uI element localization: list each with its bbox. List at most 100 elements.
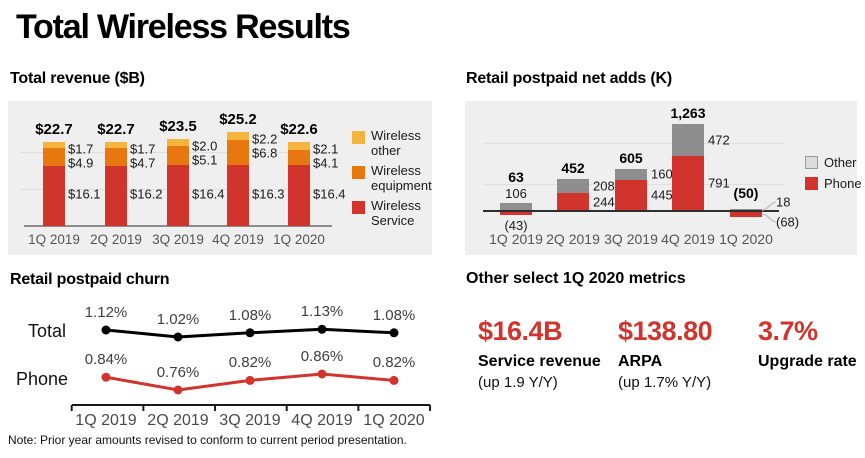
data-point <box>389 375 399 385</box>
data-point <box>101 372 111 382</box>
bar-total-label: 605 <box>619 149 643 166</box>
value-label-equipment: $6.8 <box>252 145 278 161</box>
bar-segment-other <box>730 208 762 210</box>
bar-segment-wireless-other <box>227 132 249 141</box>
bar-total-label: (50) <box>733 185 759 201</box>
metric-label: ARPA <box>618 353 663 370</box>
value-label: 1.13% <box>300 303 344 321</box>
data-point <box>245 328 255 338</box>
value-label-phone: 244 <box>593 194 615 210</box>
page-title: Total Wireless Results <box>16 8 351 46</box>
metric-subtext: (up 1.7% Y/Y) <box>618 374 712 391</box>
churn-plot <box>70 324 432 411</box>
chart-title-total-revenue: Total revenue ($B) <box>10 70 145 87</box>
value-label-other: $2.0 <box>192 138 218 154</box>
value-label: 0.76% <box>156 364 200 381</box>
quarter-label: 4Q 2019 <box>661 231 715 247</box>
quarter-label: 1Q 2019 <box>489 231 543 247</box>
bar-total-label: $22.7 <box>97 121 135 139</box>
metric-value: 3.7% <box>758 316 818 346</box>
bar-segment-wireless-equipment <box>288 149 310 166</box>
bar-segment-other <box>557 179 589 194</box>
legend-label: Other <box>824 155 857 170</box>
quarter-label: 1Q 2020 <box>273 232 325 247</box>
value-label-equipment: $4.1 <box>313 155 339 171</box>
bar-segment-other <box>672 124 704 157</box>
legend-swatch <box>352 166 365 179</box>
metric-subtext: (up 1.9 Y/Y) <box>478 374 558 391</box>
quarter-label: 1Q 2020 <box>363 412 425 429</box>
total-revenue-chart: $22.7 $1.7 $4.9 $16.1 1Q 2019 $22.7 $1.7 $4.7 $1… <box>8 101 432 255</box>
leader-line <box>761 201 777 211</box>
bar-segment-wireless-service <box>105 165 127 226</box>
leader-lines <box>761 201 777 223</box>
bar-total-label: 1,263 <box>670 105 706 122</box>
legend-label: Phone <box>824 176 862 191</box>
value-label: 1.12% <box>84 304 128 321</box>
value-label-equipment: $4.7 <box>130 155 156 171</box>
quarter-label: 4Q 2019 <box>212 232 264 247</box>
value-label: 0.84% <box>84 351 128 369</box>
value-label: 1.08% <box>372 306 416 324</box>
x-axis-line <box>483 210 779 212</box>
data-point <box>173 385 183 395</box>
quarter-label: 1Q 2019 <box>75 412 137 429</box>
legend-label: Wireless other <box>371 128 421 159</box>
legend-swatch <box>805 177 818 190</box>
value-label-service: $16.2 <box>130 186 163 202</box>
value-label-other: 106 <box>505 185 527 201</box>
quarter-label: 2Q 2019 <box>90 232 142 247</box>
legend-label: Wireless equipment <box>371 163 432 194</box>
value-label: 0.82% <box>228 354 272 372</box>
value-label-service: $16.3 <box>252 186 285 202</box>
bar-segment-wireless-other <box>288 142 310 150</box>
metric-value: $138.80 <box>618 316 713 346</box>
value-label-phone: (68) <box>776 214 800 230</box>
value-label-other: 208 <box>593 178 615 194</box>
bar-segment-wireless-other <box>167 138 189 147</box>
bar-total-label: $22.6 <box>280 121 318 139</box>
value-label-other: $1.7 <box>68 141 94 157</box>
bar-segment-wireless-service <box>167 165 189 226</box>
gridline <box>485 143 783 144</box>
metric-label: Service revenue <box>478 353 601 370</box>
bar-segment-phone <box>672 156 704 210</box>
bar-total-label: $25.2 <box>219 111 257 129</box>
legend-swatch <box>352 131 365 144</box>
bar-segment-phone <box>557 193 589 210</box>
legend-swatch <box>352 201 365 214</box>
value-label-other: $2.1 <box>313 141 339 157</box>
bar-segment-wireless-equipment <box>105 148 127 166</box>
quarter-label: 3Q 2019 <box>219 412 281 429</box>
leader-line <box>761 213 777 223</box>
bar-segment-other <box>500 202 532 210</box>
value-label-phone: (43) <box>504 217 528 233</box>
value-label-service: $16.4 <box>313 186 346 202</box>
value-label: 1.02% <box>156 311 200 328</box>
chart-title-churn: Retail postpaid churn <box>10 271 170 288</box>
chart-title-net-adds: Retail postpaid net adds (K) <box>466 70 672 87</box>
bar-segment-other <box>615 168 647 180</box>
bar-segment-phone <box>730 212 762 217</box>
legend-label: Wireless Service <box>371 198 421 229</box>
bar-total-label: 452 <box>561 160 585 177</box>
metric-service-revenue: $16.4B Service revenue (up 1.9 Y/Y) <box>478 316 628 391</box>
bar-total-label: $23.5 <box>159 117 197 135</box>
footnote: Note: Prior year amounts revised to conf… <box>8 433 407 447</box>
value-label-service: $16.4 <box>192 186 225 202</box>
quarter-label: 2Q 2019 <box>147 412 209 429</box>
value-label-other: $2.2 <box>252 131 278 147</box>
data-point <box>245 375 255 385</box>
legend-swatch <box>805 156 818 169</box>
bar-segment-wireless-service <box>288 165 310 226</box>
metric-value: $16.4B <box>478 316 563 346</box>
bar-segment-wireless-service <box>43 166 65 226</box>
quarter-label: 1Q 2019 <box>28 232 80 247</box>
retail-postpaid-net-adds-chart: 63 106 (43) 1Q 2019 452 208 244 2Q 2019 605 160 44… <box>465 101 862 255</box>
bar-segment-wireless-equipment <box>167 146 189 166</box>
quarter-label: 2Q 2019 <box>546 231 600 247</box>
value-label-other: 18 <box>776 194 791 210</box>
bar-segment-phone <box>500 212 532 215</box>
series-label-phone: Phone <box>16 369 69 389</box>
